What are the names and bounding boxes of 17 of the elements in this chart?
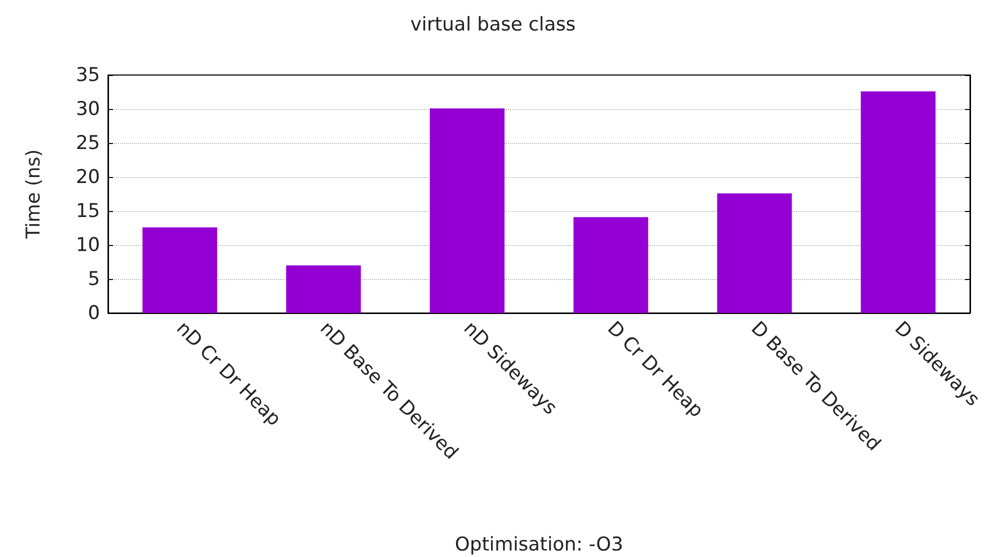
- y-tick-label: 20: [76, 166, 100, 188]
- y-tick-label: 0: [88, 302, 100, 324]
- y-axis-title: Time (ns): [22, 149, 44, 240]
- y-tick-label: 30: [76, 98, 100, 120]
- y-tick-label: 5: [88, 268, 100, 290]
- bar: [860, 91, 936, 313]
- bar: [430, 108, 505, 313]
- y-tick-label: 15: [76, 200, 100, 222]
- bar: [286, 265, 361, 313]
- y-tick-label: 10: [76, 234, 100, 256]
- bar: [142, 227, 218, 313]
- bar: [717, 193, 792, 313]
- x-axis-title: Optimisation: -O3: [454, 534, 624, 556]
- y-tick-label: 25: [76, 132, 100, 154]
- bar: [573, 217, 648, 313]
- y-tick-label: 35: [76, 64, 100, 86]
- chart-title: virtual base class: [410, 14, 576, 36]
